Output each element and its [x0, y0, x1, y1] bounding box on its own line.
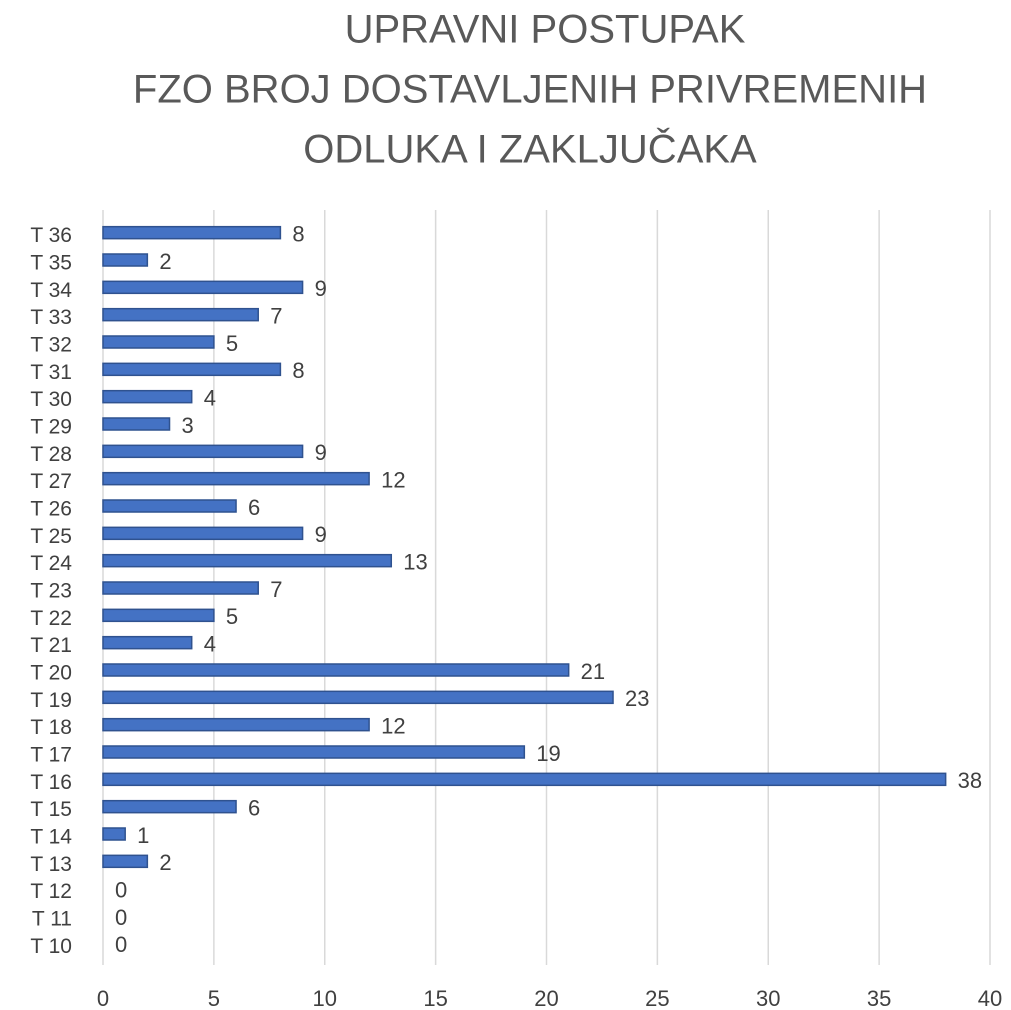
chart-title: UPRAVNI POSTUPAK: [345, 8, 746, 52]
data-label: 13: [403, 549, 427, 574]
data-label: 7: [270, 577, 282, 602]
data-label: 6: [248, 795, 260, 820]
bar: [102, 635, 193, 650]
y-tick-label: T 14: [30, 826, 72, 849]
x-tick-label: 20: [534, 986, 558, 1010]
bar: [102, 799, 237, 814]
data-label: 19: [536, 741, 560, 766]
bar: [102, 663, 570, 677]
data-label: 7: [270, 303, 282, 328]
x-tick-label: 5: [208, 986, 220, 1010]
data-label: 4: [204, 385, 216, 410]
y-tick-label: T 11: [32, 908, 72, 931]
bar: [102, 335, 215, 349]
data-label: 8: [292, 221, 304, 246]
data-label: 12: [381, 467, 405, 492]
y-tick-label: T 19: [30, 689, 72, 712]
x-tick-label: 35: [867, 986, 891, 1010]
x-tick-label: 15: [423, 986, 447, 1010]
bar: [102, 225, 282, 240]
data-label: 12: [381, 713, 405, 738]
bar: [102, 717, 370, 732]
data-label: 21: [581, 659, 605, 684]
y-tick-label: T 12: [30, 880, 72, 903]
bar: [102, 253, 149, 267]
bar: [102, 417, 171, 431]
y-tick-label: T 16: [30, 771, 72, 794]
bar: [102, 444, 304, 459]
bar: [102, 581, 259, 595]
data-label: 8: [292, 358, 304, 383]
y-tick-label: T 10: [30, 935, 72, 958]
y-tick-label: T 17: [30, 744, 72, 767]
data-label: 5: [226, 331, 238, 356]
bar: [102, 389, 193, 404]
bar: [102, 280, 304, 295]
bar: [102, 745, 526, 759]
y-tick-label: T 29: [30, 416, 72, 439]
data-label: 2: [159, 249, 171, 274]
bar: [102, 553, 393, 568]
data-label: 9: [315, 276, 327, 301]
x-tick-label: 40: [978, 986, 1002, 1010]
chart-title: ODLUKA I ZAKLJUČAKA: [303, 127, 757, 172]
bar: [102, 608, 215, 623]
y-tick-label: T 26: [30, 498, 72, 521]
y-tick-label: T 25: [30, 525, 72, 548]
bar: [102, 772, 947, 787]
data-label: 4: [204, 631, 216, 656]
bar: [102, 854, 149, 869]
data-label: 6: [248, 495, 260, 520]
y-tick-label: T 21: [30, 634, 72, 657]
bar: [102, 690, 614, 705]
y-tick-label: T 18: [30, 716, 72, 739]
x-tick-label: 10: [313, 986, 337, 1010]
bar: [102, 307, 259, 322]
y-tick-label: T 28: [30, 443, 72, 466]
y-tick-label: T 31: [30, 361, 72, 384]
y-tick-label: T 34: [30, 279, 72, 302]
bar: [102, 827, 126, 841]
bar: [102, 471, 370, 486]
data-label: 9: [315, 440, 327, 465]
bar: [102, 362, 282, 377]
data-label: 38: [958, 768, 982, 793]
chart-title: FZO BROJ DOSTAVLJENIH PRIVREMENIH: [133, 68, 927, 112]
y-tick-label: T 32: [30, 334, 72, 357]
y-tick-label: T 33: [30, 306, 72, 329]
y-tick-label: T 15: [30, 798, 72, 821]
x-tick-label: 30: [756, 986, 780, 1010]
data-label: 0: [115, 905, 127, 930]
data-label: 9: [315, 522, 327, 547]
y-tick-label: T 35: [30, 252, 72, 275]
x-tick-label: 25: [645, 986, 669, 1010]
x-tick-label: 0: [97, 986, 109, 1010]
data-label: 5: [226, 604, 238, 629]
y-tick-label: T 24: [30, 552, 72, 575]
y-tick-label: T 27: [30, 470, 72, 493]
y-tick-label: T 30: [30, 388, 72, 411]
y-tick-label: T 13: [30, 853, 72, 876]
y-tick-label: T 23: [30, 580, 72, 603]
data-label: 23: [625, 686, 649, 711]
data-label: 1: [137, 823, 149, 848]
y-tick-label: T 22: [30, 607, 72, 630]
bar: [102, 526, 304, 541]
data-label: 3: [182, 413, 194, 438]
data-label: 2: [159, 850, 171, 875]
y-tick-label: T 36: [30, 224, 72, 247]
data-label: 0: [115, 932, 127, 957]
data-label: 0: [115, 877, 127, 902]
y-tick-label: T 20: [30, 662, 72, 685]
bar: [102, 499, 237, 513]
